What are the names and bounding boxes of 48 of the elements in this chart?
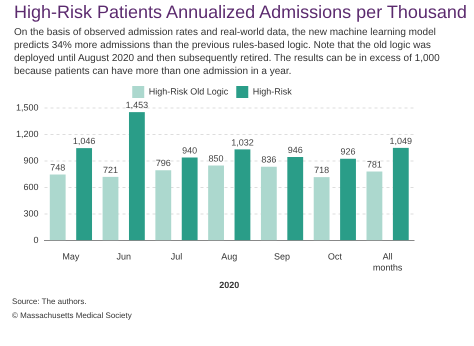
data-label: 1,049: [390, 136, 412, 146]
chart-subtitle: On the basis of observed admission rates and real-world data, the new machine learning model predicts 34% more admissions than the previous rules-based logic. Note that the old logic was deployed until August 2020 and then subsequently retired. The results can be in excess of 1,000 because patients can have more than one admission in a year.: [14, 26, 441, 78]
y-tick-label: 1,200: [16, 129, 39, 140]
bar: [182, 158, 198, 240]
legend-label: High-Risk Old Logic: [148, 86, 229, 96]
data-label: 781: [366, 160, 382, 170]
chart-title: High-Risk Patients Annualized Admissions per Thousand: [14, 2, 468, 23]
x-tick-label: Sep: [274, 251, 290, 262]
bar: [50, 174, 66, 240]
legend-label: High-Risk: [252, 86, 292, 96]
bar: [208, 165, 224, 240]
data-label: 796: [156, 158, 171, 168]
bar: [340, 158, 356, 240]
data-label: 721: [102, 164, 118, 175]
x-tick-label: Jul: [170, 251, 182, 262]
bar: [287, 156, 304, 240]
bar: [155, 170, 172, 240]
bar: [102, 176, 118, 240]
data-label: 926: [340, 146, 356, 157]
x-tick-label: Jun: [116, 251, 131, 262]
data-label: 940: [182, 145, 198, 156]
data-label: 1,046: [72, 136, 96, 146]
data-label: 1,032: [231, 137, 254, 148]
bar: [260, 166, 277, 240]
x-tick-label: Oct: [328, 251, 342, 262]
bar: [366, 172, 382, 240]
bar: [234, 149, 250, 240]
data-label: 836: [261, 154, 276, 165]
x-tick-label: All months: [372, 251, 403, 272]
data-label: 1,453: [126, 100, 148, 110]
data-label: 748: [50, 162, 66, 172]
y-tick-label: 0: [34, 235, 39, 246]
x-tick-label: Aug: [221, 251, 238, 262]
y-tick-label: 900: [23, 156, 39, 166]
y-tick-label: 1,500: [16, 102, 39, 112]
x-tick-label: May: [62, 251, 80, 262]
x-axis-title: 2020: [219, 280, 240, 290]
bar: [76, 148, 92, 240]
y-tick-label: 600: [23, 182, 39, 192]
text: © Massachusetts Medical Society: [12, 310, 133, 322]
bar: [128, 112, 145, 240]
bar: [314, 177, 330, 240]
data-label: 718: [314, 165, 330, 176]
data-label: 946: [288, 144, 303, 155]
source-note: Source: The authors.: [12, 296, 88, 308]
data-label: 850: [208, 153, 224, 164]
y-tick-label: 300: [23, 208, 39, 219]
bar: [392, 148, 409, 240]
